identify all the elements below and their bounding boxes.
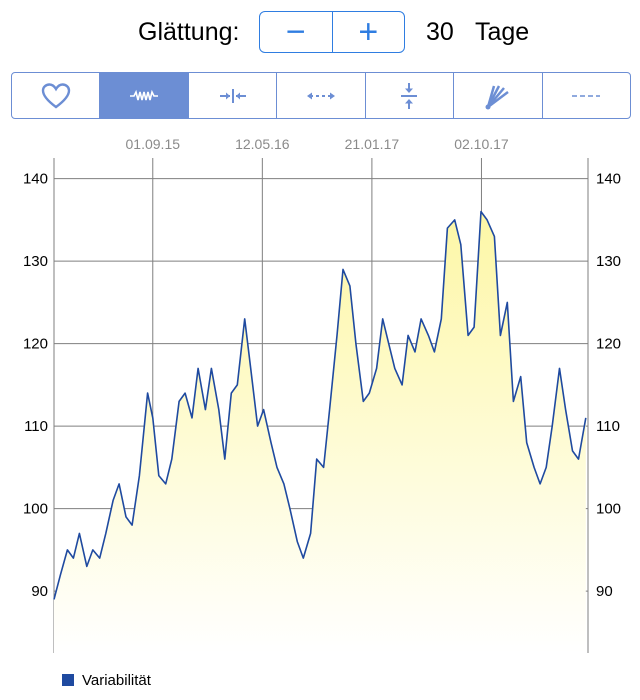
x-tick-label: 21.01.17	[345, 136, 400, 152]
y-tick-label-left: 100	[23, 501, 48, 518]
x-axis-labels: 01.09.15 12.05.16 21.01.17 02.10.17	[126, 136, 509, 152]
variability-chart: 01.09.15 12.05.16 21.01.17 02.10.17 90 100 11…	[23, 136, 621, 653]
tab-fan[interactable]	[453, 73, 541, 118]
x-tick-label: 12.05.16	[235, 136, 290, 152]
y-tick-label-right: 140	[596, 171, 621, 188]
variability-line	[53, 210, 587, 600]
tab-dashed-line[interactable]	[541, 73, 630, 118]
tab-compress-vertical[interactable]	[364, 73, 453, 118]
y-tick-label-left: 90	[31, 583, 48, 600]
y-tick-label-left: 120	[23, 336, 48, 353]
y-tick-label-left: 140	[23, 171, 48, 188]
smoothing-label: Glättung:	[138, 18, 240, 46]
smoothing-stepper[interactable]: − +	[259, 11, 405, 53]
plus-icon: +	[358, 13, 379, 51]
y-axis-right: 90 100 110 120 130 140	[596, 171, 621, 601]
smoothing-control-row: Glättung: − + 30 Tage	[0, 10, 640, 56]
y-tick-label-right: 100	[596, 501, 621, 518]
y-tick-label-right: 130	[596, 253, 621, 270]
heart-icon	[41, 82, 70, 108]
smoothing-value: 30	[426, 18, 454, 46]
compress-horizontal-icon	[219, 88, 246, 103]
y-axis-left: 90 100 110 120 130 140	[23, 171, 48, 601]
legend-swatch	[62, 674, 74, 686]
legend-label: Variabilität	[82, 671, 151, 689]
fan-icon	[485, 84, 509, 109]
expand-horizontal-icon	[306, 92, 335, 99]
y-tick-label-right: 120	[596, 336, 621, 353]
tab-variability[interactable]	[99, 73, 188, 118]
waveform-icon	[130, 89, 159, 100]
decrease-smoothing-button[interactable]: −	[260, 12, 332, 52]
y-tick-label-right: 90	[596, 583, 613, 600]
tab-expand-horizontal[interactable]	[276, 73, 364, 118]
tab-compress-horizontal[interactable]	[187, 73, 276, 118]
tab-heart-rate[interactable]	[12, 73, 99, 118]
view-mode-toolbar	[11, 72, 631, 119]
x-tick-label: 02.10.17	[454, 136, 509, 152]
variability-area	[54, 211, 586, 653]
y-tick-label-left: 130	[23, 253, 48, 270]
y-tick-label-left: 110	[24, 418, 48, 435]
minus-icon: −	[285, 13, 306, 51]
x-tick-label: 01.09.15	[126, 136, 181, 152]
chart-legend: Variabilität	[62, 670, 151, 690]
increase-smoothing-button[interactable]: +	[331, 12, 405, 52]
smoothing-unit: Tage	[475, 18, 530, 46]
y-tick-label-right: 110	[596, 418, 620, 435]
dashed-line-icon	[572, 94, 601, 97]
compress-vertical-icon	[401, 82, 418, 109]
